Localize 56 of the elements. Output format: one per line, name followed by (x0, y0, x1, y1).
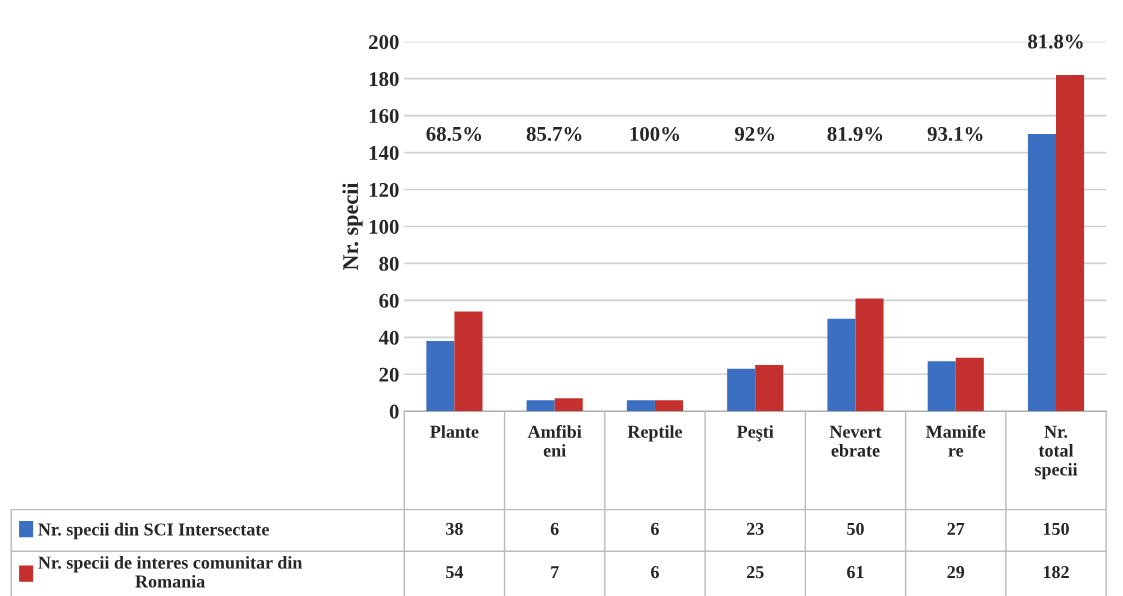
bar (626, 400, 655, 412)
x-tick-label: Nr. total specii (1035, 425, 1078, 480)
y-tick-label: 160 (369, 109, 399, 124)
y-axis-title: Nr. specii (342, 182, 363, 271)
data-label: 6 (550, 522, 559, 535)
data-label: 150 (1043, 522, 1069, 535)
x-tick-label: Amfibi eni (527, 424, 582, 457)
bar (1027, 134, 1057, 412)
data-label: 23 (746, 522, 764, 535)
bar (955, 357, 984, 412)
y-tick-label: 60 (379, 293, 399, 308)
data-label: 25 (746, 566, 764, 579)
data-label: 27 (947, 522, 965, 535)
y-tick-label: 80 (379, 256, 399, 271)
bar (526, 400, 555, 412)
data-label: 6 (651, 566, 659, 579)
bar (927, 361, 956, 412)
annotation: 100% (630, 126, 680, 142)
y-tick-label: 200 (369, 35, 399, 50)
data-label: 29 (947, 566, 965, 579)
data-label: 182 (1043, 565, 1069, 579)
annotation: 81.8% (1028, 34, 1083, 49)
bar (755, 365, 784, 412)
bar (426, 341, 455, 412)
data-label: 6 (651, 522, 659, 535)
bar (454, 311, 483, 412)
x-tick-label: Mamife re (925, 424, 986, 457)
y-tick-label: 120 (369, 182, 399, 197)
bar (855, 298, 884, 412)
y-tick-label: 140 (369, 145, 399, 161)
bar (554, 398, 583, 412)
annotation: 92% (734, 126, 775, 142)
annotation: 85.7% (526, 126, 582, 142)
legend-label: Nr. specii din SCI Intersectate (38, 522, 269, 540)
y-tick-label: 100 (369, 219, 399, 234)
y-tick-label: 180 (369, 72, 399, 87)
y-tick-label: 40 (378, 330, 399, 345)
legend-label: Nr. specii de interes comunitar din Romania (38, 556, 303, 588)
data-label: 38 (446, 522, 463, 535)
bar (654, 400, 684, 412)
data-label: 7 (551, 566, 559, 578)
data-label: 54 (446, 566, 464, 579)
annotation: 81.9% (827, 126, 883, 142)
data-label: 50 (847, 522, 864, 535)
x-tick-label: Plante (430, 425, 479, 438)
y-tick-label: 0 (389, 404, 399, 419)
bar (1056, 74, 1085, 412)
y-tick-label: 20 (379, 367, 399, 382)
x-tick-label: Nevert ebrate (829, 425, 882, 457)
x-tick-label: Reptile (627, 425, 683, 442)
x-tick-label: Peşti (736, 425, 774, 442)
bar (727, 368, 756, 412)
bar (827, 318, 856, 412)
annotation: 68.5% (426, 126, 482, 142)
annotation: 93.1% (927, 126, 983, 142)
data-label: 61 (847, 566, 864, 579)
